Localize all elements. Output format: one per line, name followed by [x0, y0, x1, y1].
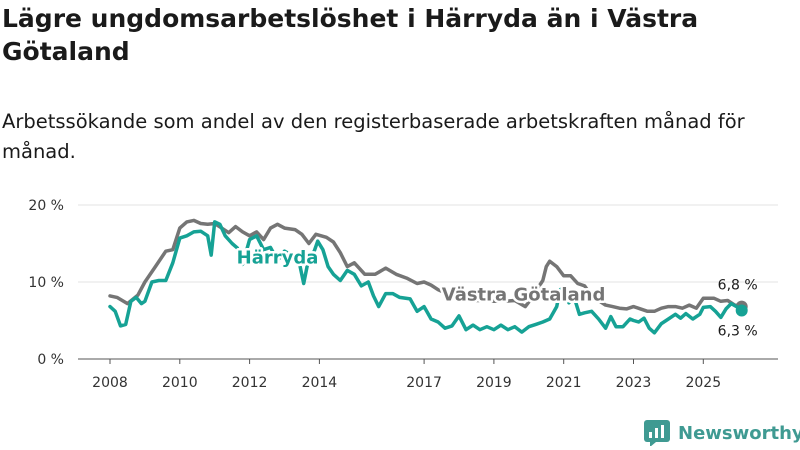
newsworthy-logo: Newsworthy — [644, 420, 800, 446]
chart-subtitle: Arbetssökande som andel av den registerb… — [2, 110, 745, 163]
end-value-label-h-rryda: 6,3 % — [718, 323, 758, 339]
x-tick-label-2008: 2008 — [92, 375, 128, 391]
x-tick-label-2014: 2014 — [302, 375, 338, 391]
y-axis-ticks: 0 % 10 % 20 % — [28, 198, 64, 368]
newsworthy-logo-icon — [644, 420, 670, 446]
x-tick-label-2021: 2021 — [546, 375, 582, 391]
chart-title: Lägre ungdomsarbetslöshet i Härryda än i… — [2, 4, 699, 66]
x-tick-label-2010: 2010 — [162, 375, 198, 391]
x-axis-ticks: 2008 2010 2012 2014 2017 2019 2021 2023 2025 — [78, 358, 778, 391]
series-label-halo-h-rryda: Härryda — [237, 248, 319, 269]
x-tick-label-2012: 2012 — [232, 375, 268, 391]
series-label-v-stra-g-taland: Västra Götaland — [442, 284, 606, 305]
series-label-h-rryda: Härryda — [237, 248, 319, 269]
x-tick-label-2023: 2023 — [616, 375, 652, 391]
end-value-label-v-stra-g-taland: 6,8 % — [718, 278, 758, 294]
series-line-h-rryda — [108, 220, 744, 335]
brand-name: Newsworthy — [678, 422, 800, 444]
series-label-halo-v-stra-g-taland: Västra Götaland — [442, 284, 606, 305]
series-end-dot-h-rryda — [735, 304, 748, 317]
x-tick-label-2017: 2017 — [406, 375, 442, 391]
series-lines — [108, 218, 748, 335]
x-tick-label-2019: 2019 — [476, 375, 512, 391]
x-tick-label-2025: 2025 — [685, 375, 721, 391]
y-tick-label-10: 10 % — [28, 275, 64, 291]
y-tick-label-20: 20 % — [28, 198, 64, 214]
y-tick-label-0: 0 % — [37, 352, 64, 368]
